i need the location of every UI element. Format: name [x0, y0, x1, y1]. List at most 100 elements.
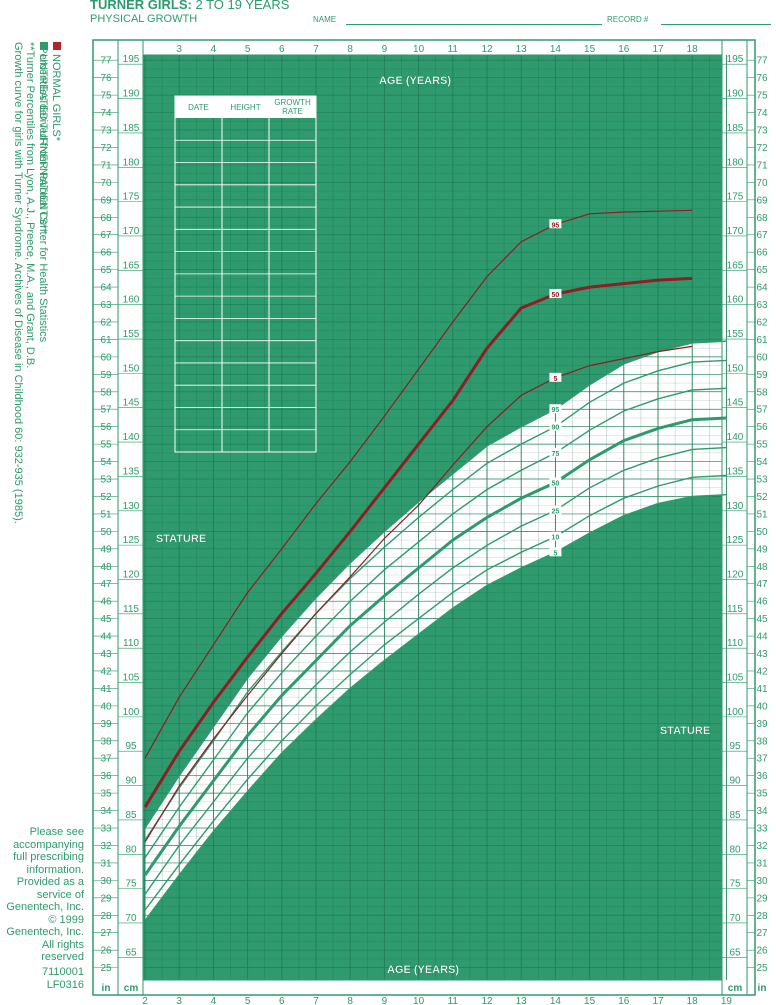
unit-in-right: in	[758, 983, 767, 994]
in-tick-label: 55	[100, 440, 112, 451]
in-tick-label: 61	[756, 335, 768, 346]
in-tick-label: 34	[100, 806, 112, 817]
form-code: LF0316	[46, 979, 84, 991]
in-tick-label: 74	[100, 108, 112, 119]
in-tick-label: 33	[756, 824, 768, 835]
cm-tick-label: 130	[123, 501, 140, 512]
turner-label-bg	[549, 421, 562, 431]
table-header-rate: RATE	[282, 107, 303, 116]
in-tick-label: 32	[756, 841, 768, 852]
in-tick-label: 73	[100, 126, 112, 137]
age-tick-label-top: 12	[481, 44, 493, 55]
age-tick-label-bottom: 7	[313, 996, 319, 1005]
in-tick-label: 41	[100, 684, 112, 695]
in-tick-label: 57	[756, 405, 768, 416]
in-tick-label: 46	[756, 597, 768, 608]
in-tick-label: 26	[100, 946, 112, 957]
cm-tick-label: 100	[123, 707, 140, 718]
normal-label-bg	[549, 372, 562, 382]
in-tick-label: 31	[100, 858, 112, 869]
in-tick-label: 67	[756, 230, 768, 241]
cm-tick-label: 155	[727, 329, 744, 340]
in-tick-label: 32	[100, 841, 112, 852]
record-field[interactable]	[661, 24, 771, 25]
in-tick-label: 30	[756, 876, 768, 887]
in-tick-label: 44	[756, 632, 768, 643]
in-tick-label: 48	[100, 562, 112, 573]
unit-in-left: in	[102, 983, 111, 994]
in-tick-label: 43	[100, 649, 112, 660]
age-tick-label-top: 11	[448, 44, 459, 55]
in-tick-label: 31	[756, 858, 768, 869]
in-tick-label: 68	[756, 213, 768, 224]
cm-tick-label: 115	[727, 604, 743, 615]
footer-line: accompanying	[13, 838, 84, 851]
turner-label-bg	[549, 505, 562, 515]
title-bold: TURNER GIRLS:	[90, 0, 192, 12]
record-label: RECORD #	[607, 15, 649, 24]
in-tick-label: 57	[100, 405, 112, 416]
age-tick-label-top: 10	[413, 44, 425, 55]
table-header-height: HEIGHT	[230, 103, 260, 112]
cm-tick-label: 120	[727, 569, 744, 580]
in-tick-label: 54	[756, 457, 768, 468]
cm-tick-label: 165	[123, 260, 140, 271]
cm-tick-label: 65	[125, 947, 137, 958]
age-label-top: AGE (YEARS)	[379, 75, 451, 87]
cm-tick-label: 85	[729, 810, 741, 821]
in-tick-label: 54	[100, 457, 112, 468]
name-field[interactable]	[346, 24, 602, 25]
in-tick-label: 26	[756, 946, 768, 957]
stature-label-left: STATURE	[156, 533, 206, 545]
turner-curve-95	[144, 340, 727, 829]
in-tick-label: 58	[100, 387, 112, 398]
in-tick-label: 50	[100, 527, 112, 538]
cm-tick-label: 170	[123, 226, 140, 237]
age-tick-label-bottom: 16	[618, 996, 630, 1005]
cm-tick-label: 105	[727, 673, 744, 684]
cm-tick-label: 140	[123, 432, 140, 443]
normal-label-95: 95	[552, 222, 560, 229]
cm-tick-label: 105	[123, 673, 140, 684]
turner-label-bg	[549, 477, 562, 487]
cm-tick-label: 195	[727, 54, 744, 65]
in-tick-label: 28	[756, 911, 768, 922]
cm-tick-label: 150	[123, 363, 140, 374]
in-tick-label: 38	[756, 736, 768, 747]
in-tick-label: 49	[100, 544, 112, 555]
turner-label-25: 25	[552, 508, 560, 515]
in-tick-label: 48	[756, 562, 768, 573]
cm-tick-label: 145	[123, 398, 140, 409]
in-tick-label: 49	[756, 544, 768, 555]
in-tick-label: 56	[756, 422, 768, 433]
in-tick-label: 70	[756, 178, 768, 189]
in-tick-label: 33	[100, 824, 112, 835]
cm-tick-label: 125	[727, 535, 744, 546]
cm-tick-label: 80	[729, 844, 741, 855]
footer-line: Provided as a	[16, 876, 84, 888]
age-tick-label-top: 3	[176, 44, 182, 55]
cm-tick-label: 135	[727, 466, 744, 477]
turner-label-bg	[549, 547, 562, 557]
in-tick-label: 25	[756, 963, 768, 974]
cm-tick-label: 90	[729, 776, 741, 787]
chart-subtitle: PHYSICAL GROWTH	[90, 13, 198, 25]
in-tick-label: 25	[100, 963, 112, 974]
in-tick-label: 59	[100, 370, 112, 381]
unit-cm-left: cm	[124, 983, 139, 994]
in-tick-label: 35	[756, 789, 768, 800]
age-tick-label-bottom: 12	[481, 996, 493, 1005]
in-tick-label: 37	[756, 754, 768, 765]
in-tick-label: 65	[756, 265, 768, 276]
in-tick-label: 47	[100, 579, 112, 590]
in-tick-label: 76	[100, 73, 112, 84]
turner-curve-25	[144, 446, 727, 895]
in-tick-label: 71	[756, 160, 768, 171]
turner-label-50: 50	[552, 481, 560, 488]
in-tick-label: 75	[756, 91, 768, 102]
turner-label-10: 10	[552, 535, 560, 542]
in-tick-label: 64	[100, 283, 112, 294]
in-tick-label: 72	[100, 143, 112, 154]
in-tick-label: 40	[756, 701, 768, 712]
in-tick-label: 53	[100, 475, 112, 486]
